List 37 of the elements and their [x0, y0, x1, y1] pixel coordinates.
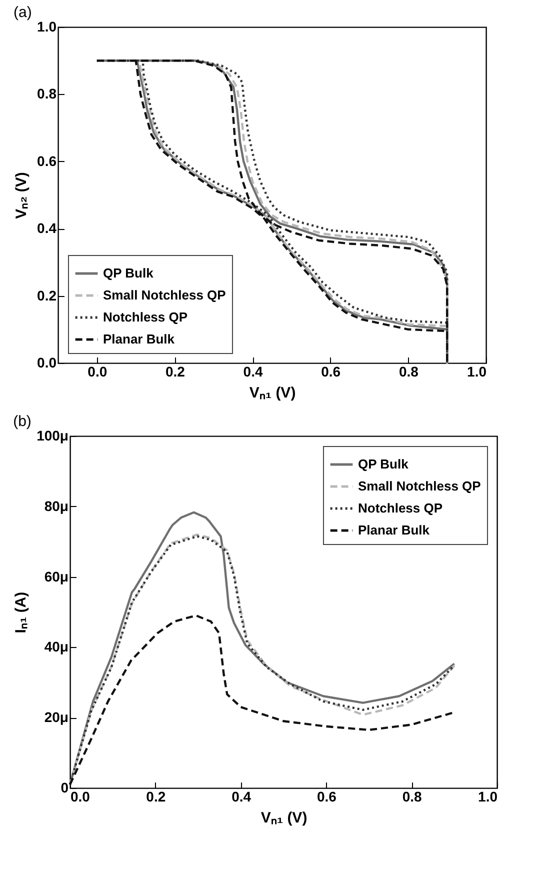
y-tick-label: 0.6 [37, 152, 57, 169]
x-tick-label: 1.0 [467, 364, 487, 380]
x-tick-label: 0.8 [398, 364, 419, 380]
y-axis-title: Iₙ₁ (A) [12, 592, 30, 634]
x-tick-label: 0.2 [165, 364, 186, 380]
legend-label: Planar Bulk [103, 332, 176, 346]
x-tick-label: 0.0 [70, 788, 90, 804]
x-tick-label: 1.0 [478, 788, 498, 804]
y-tick-label: 60μ [44, 568, 68, 584]
x-tick-label: 0.0 [88, 364, 108, 380]
chart-title: (a) [14, 4, 32, 21]
y-tick-label: 40μ [44, 638, 68, 655]
x-axis-title: Vₙ₁ (V) [249, 384, 296, 402]
y-tick-label: 80μ [44, 498, 68, 514]
x-tick-label: 0.2 [146, 788, 166, 804]
y-tick-label: 20μ [44, 709, 68, 726]
y-tick-label: 1.0 [37, 18, 57, 34]
y-tick-label: 100μ [36, 428, 68, 444]
x-tick-label: 0.4 [243, 364, 263, 380]
y-tick-label: 0.4 [37, 220, 57, 236]
legend-label: Small Notchless QP [103, 288, 226, 302]
legend-label: QP Bulk [358, 456, 410, 472]
legend-label: Notchless QP [358, 500, 443, 516]
x-axis-title: Vₙ₁ (V) [260, 810, 308, 826]
legend-label: QP Bulk [103, 266, 154, 280]
chart-title: (b) [13, 413, 32, 430]
y-tick-label: 0.8 [37, 86, 57, 102]
y-tick-label: 0.2 [37, 287, 57, 304]
x-tick-label: 0.6 [316, 788, 337, 804]
y-tick-label: 0 [60, 780, 69, 796]
y-axis-title: Vₙ₂ (V) [13, 172, 30, 219]
x-tick-label: 0.6 [321, 364, 341, 380]
legend-label: Planar Bulk [358, 522, 430, 538]
x-tick-label: 0.8 [402, 788, 422, 804]
legend-label: Notchless QP [103, 310, 188, 324]
x-tick-label: 0.4 [232, 788, 252, 804]
legend-label: Small Notchless QP [358, 478, 482, 494]
